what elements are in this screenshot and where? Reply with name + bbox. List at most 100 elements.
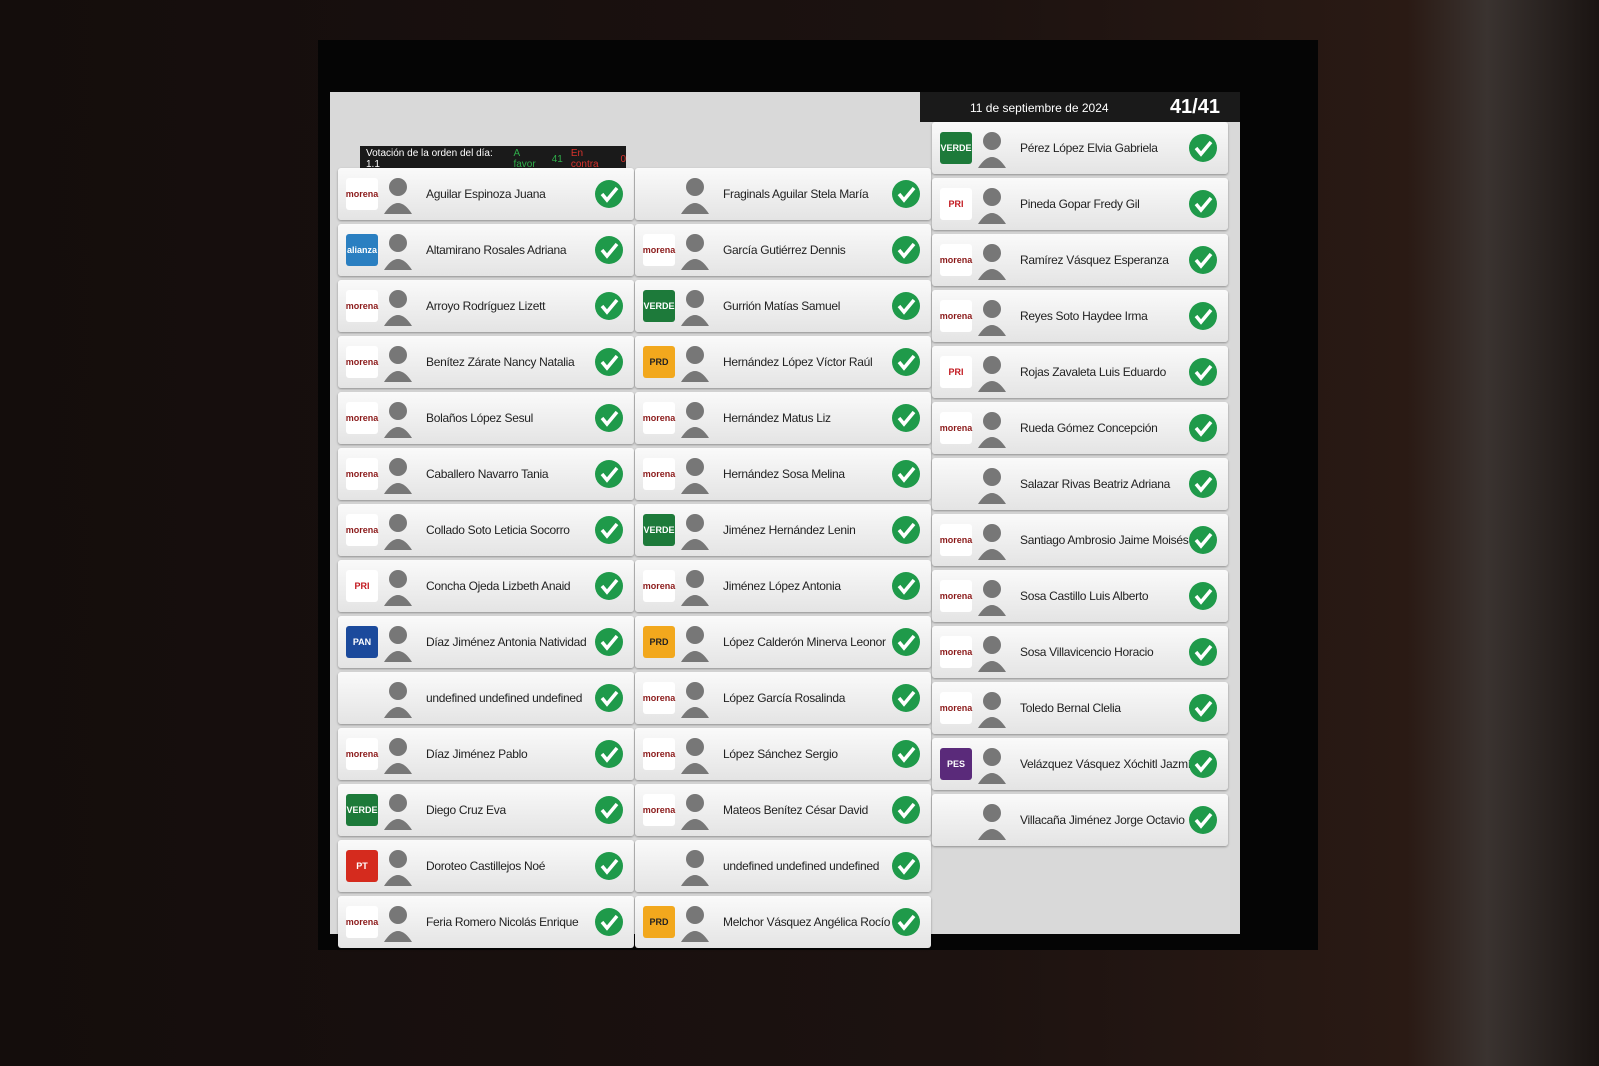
vote-check (595, 852, 623, 880)
party-logo: PRD (643, 346, 675, 378)
member-name: Mateos Benítez César David (723, 803, 868, 817)
avatar (681, 234, 709, 270)
vote-check (892, 908, 920, 936)
member-name: Collado Soto Leticia Socorro (426, 523, 570, 537)
member-row: VERDE Diego Cruz Eva (338, 784, 634, 836)
member-name: Díaz Jiménez Antonia Natividad (426, 635, 587, 649)
vote-check (595, 516, 623, 544)
member-row: morena Mateos Benítez César David (635, 784, 931, 836)
vote-check (595, 292, 623, 320)
member-row: morena Rueda Gómez Concepción (932, 402, 1228, 454)
member-name: Toledo Bernal Clelia (1020, 701, 1121, 715)
party-logo: morena (643, 570, 675, 602)
member-row: morena Hernández Matus Liz (635, 392, 931, 444)
party-logo: morena (346, 178, 378, 210)
avatar (681, 178, 709, 214)
vote-check (892, 348, 920, 376)
member-name: Arroyo Rodríguez Lizett (426, 299, 546, 313)
vote-check (595, 460, 623, 488)
member-name: Hernández Matus Liz (723, 411, 831, 425)
avatar (978, 580, 1006, 616)
member-name: Hernández Sosa Melina (723, 467, 845, 481)
member-row: morena Arroyo Rodríguez Lizett (338, 280, 634, 332)
vote-check (595, 796, 623, 824)
vote-check (1189, 806, 1217, 834)
party-logo: morena (940, 636, 972, 668)
avatar (978, 132, 1006, 168)
vote-check (595, 404, 623, 432)
party-logo: morena (643, 682, 675, 714)
column: Fraginals Aguilar Stela María morena Garcí… (635, 168, 931, 952)
party-logo: morena (940, 300, 972, 332)
member-row: morena Reyes Soto Haydee Irma (932, 290, 1228, 342)
member-name: Caballero Navarro Tania (426, 467, 549, 481)
member-name: Benítez Zárate Nancy Natalia (426, 355, 575, 369)
vote-board: 11 de septiembre de 2024 41/41 Votación … (330, 92, 1240, 948)
member-row: PAN Díaz Jiménez Antonia Natividad (338, 616, 634, 668)
member-row: morena Caballero Navarro Tania (338, 448, 634, 500)
avatar (978, 524, 1006, 560)
avatar (681, 626, 709, 662)
motion: Votación de la orden del día: 1.1 (366, 148, 493, 170)
favor-label: A favor (513, 148, 536, 170)
member-row: PRI Concha Ojeda Lizbeth Anaid (338, 560, 634, 612)
avatar (978, 300, 1006, 336)
member-name: Hernández López Víctor Raúl (723, 355, 873, 369)
column: VERDE Pérez López Elvia Gabriela PRI Pineda… (932, 122, 1228, 850)
avatar (681, 346, 709, 382)
avatar (384, 682, 412, 718)
party-logo: VERDE (643, 290, 675, 322)
member-row: morena Aguilar Espinoza Juana (338, 168, 634, 220)
member-name: Jiménez Hernández Lenin (723, 523, 856, 537)
member-row: PRI Pineda Gopar Fredy Gil (932, 178, 1228, 230)
vote-check (1189, 694, 1217, 722)
avatar (681, 290, 709, 326)
member-row: VERDE Pérez López Elvia Gabriela (932, 122, 1228, 174)
member-row: morena Bolaños López Sesul (338, 392, 634, 444)
party-logo: morena (940, 692, 972, 724)
member-row: VERDE Gurrión Matías Samuel (635, 280, 931, 332)
vote-check (892, 796, 920, 824)
member-row: morena Ramírez Vásquez Esperanza (932, 234, 1228, 286)
member-row: morena Benítez Zárate Nancy Natalia (338, 336, 634, 388)
member-name: Ramírez Vásquez Esperanza (1020, 253, 1169, 267)
avatar (384, 514, 412, 550)
vote-check (892, 684, 920, 712)
party-logo: morena (940, 412, 972, 444)
vote-check (892, 852, 920, 880)
vote-check (892, 460, 920, 488)
member-row: Fraginals Aguilar Stela María (635, 168, 931, 220)
party-logo: PRD (643, 626, 675, 658)
member-row: PRD Hernández López Víctor Raúl (635, 336, 931, 388)
party-logo: morena (346, 514, 378, 546)
vote-check (892, 404, 920, 432)
member-row: PES Velázquez Vásquez Xóchitl Jazmín (932, 738, 1228, 790)
vote-check (1189, 582, 1217, 610)
member-row: PRD López Calderón Minerva Leonor (635, 616, 931, 668)
member-row: PT Doroteo Castillejos Noé (338, 840, 634, 892)
vote-check (1189, 414, 1217, 442)
member-row: Villacaña Jiménez Jorge Octavio (932, 794, 1228, 846)
vote-check (595, 908, 623, 936)
party-logo: morena (346, 458, 378, 490)
favor-count: 41 (551, 153, 563, 165)
party-logo: morena (643, 738, 675, 770)
avatar (384, 402, 412, 438)
avatar (978, 636, 1006, 672)
member-row: morena Feria Romero Nicolás Enrique (338, 896, 634, 948)
member-row: morena López Sánchez Sergio (635, 728, 931, 780)
member-name: López Calderón Minerva Leonor (723, 635, 886, 649)
member-name: undefined undefined undefined (426, 691, 583, 705)
member-name: Santiago Ambrosio Jaime Moisés (1020, 533, 1189, 547)
member-name: Sosa Castillo Luis Alberto (1020, 589, 1149, 603)
member-name: Pérez López Elvia Gabriela (1020, 141, 1158, 155)
avatar (384, 458, 412, 494)
avatar (384, 178, 412, 214)
party-logo: VERDE (346, 794, 378, 826)
avatar (681, 906, 709, 942)
avatar (681, 850, 709, 886)
party-logo: morena (643, 458, 675, 490)
avatar (681, 458, 709, 494)
party-logo: morena (643, 234, 675, 266)
vote-check (892, 516, 920, 544)
